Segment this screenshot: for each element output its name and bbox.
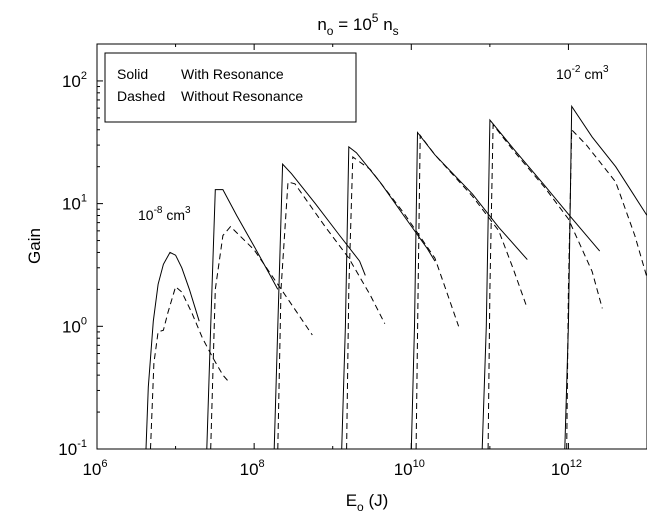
x-tick-label: 108 (240, 458, 265, 479)
solid-series-line (273, 162, 366, 449)
x-axis-title: Eo (J) (346, 491, 389, 514)
y-axis-title: Gain (25, 228, 44, 264)
chart-title: no = 105 ns (317, 11, 398, 38)
title-superscript: 5 (372, 11, 379, 25)
legend-desc-dashed: Without Resonance (181, 88, 303, 104)
solid-series-line (410, 131, 528, 449)
solid-series-line (145, 251, 200, 449)
xlabel-subscript: o (357, 500, 364, 514)
legend-style-solid: Solid (117, 66, 148, 82)
tick-labels: 106 108 1010 1012 10-1 100 101 102 (58, 70, 582, 479)
x-tick-label: 1010 (394, 458, 425, 479)
solid-series-line (206, 189, 279, 449)
legend-desc-solid: With Resonance (181, 66, 284, 82)
dashed-series-line (210, 225, 313, 449)
x-tick-label: 1012 (551, 458, 582, 479)
solid-series-line (564, 104, 647, 449)
annotation-high-volume: 10-2 cm3 (556, 64, 609, 82)
solid-series-line (481, 118, 601, 449)
annotation-low-volume: 10-8 cm3 (138, 205, 191, 223)
dashed-series-line (415, 133, 528, 449)
y-tick-label: 10-1 (58, 438, 87, 459)
dashed-series-line (346, 156, 460, 449)
tick-marks (96, 44, 569, 450)
legend: Solid With Resonance Dashed Without Reso… (104, 52, 357, 123)
y-tick-label: 102 (62, 70, 87, 91)
y-tick-label: 100 (62, 315, 87, 336)
y-tick-label: 101 (62, 193, 87, 214)
solid-series-line (341, 145, 436, 449)
title-subscript-2: s (393, 24, 399, 38)
dashed-series-line (150, 285, 230, 449)
dashed-series-line (487, 123, 603, 449)
legend-style-dashed: Dashed (117, 88, 165, 104)
title-subscript: o (327, 24, 334, 38)
legend-box (104, 52, 357, 123)
plot-frame (96, 43, 647, 450)
dashed-series-line (277, 181, 386, 449)
series-lines (145, 104, 647, 449)
x-tick-label: 106 (82, 458, 107, 479)
dashed-series-line (566, 128, 647, 449)
